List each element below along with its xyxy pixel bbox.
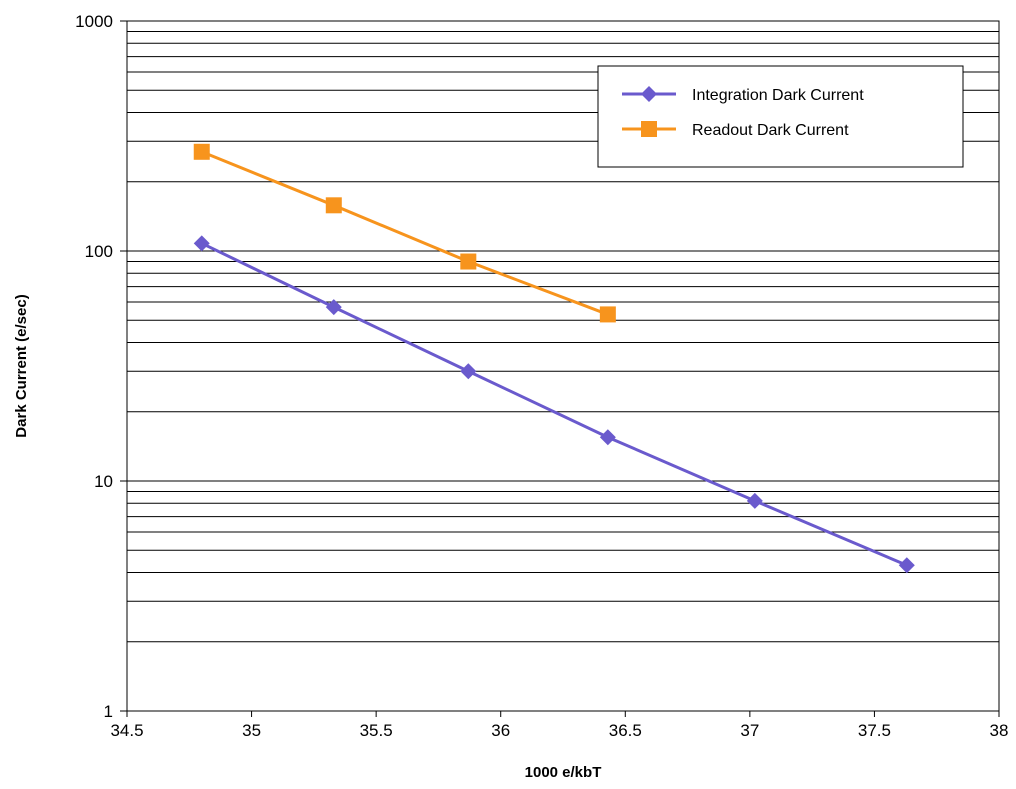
data-point <box>193 235 210 252</box>
y-tick-label: 10 <box>94 472 113 491</box>
y-tick-label: 1 <box>104 702 113 721</box>
series-line <box>201 241 908 567</box>
data-point <box>193 143 210 160</box>
x-tick-label: 34.5 <box>110 721 143 740</box>
legend-marker <box>641 121 657 137</box>
x-tick-label: 36.5 <box>609 721 642 740</box>
y-tick-label: 100 <box>85 242 113 261</box>
data-point <box>460 253 477 270</box>
axis-ticks: 34.5 35 35.5 36 36.5 37 37.5 38 1 10 100 1000 <box>75 12 1008 740</box>
x-tick-label: 38 <box>990 721 1009 740</box>
plot-area <box>126 20 1000 712</box>
legend-label: Readout Dark Current <box>692 122 849 139</box>
data-point <box>746 492 763 509</box>
legend-item: Integration Dark Current <box>622 86 864 104</box>
data-point <box>898 557 915 574</box>
y-axis-title: Dark Current (e/sec) <box>13 294 30 437</box>
x-tick-label: 37.5 <box>858 721 891 740</box>
x-tick-label: 37 <box>740 721 759 740</box>
legend-item: Readout Dark Current <box>622 121 849 139</box>
data-point <box>599 306 616 323</box>
data-point <box>460 363 477 380</box>
data-point <box>325 197 342 214</box>
legend-marker <box>641 86 657 102</box>
legend-box <box>597 65 964 168</box>
y-tick-label: 1000 <box>75 12 113 31</box>
data-point <box>599 429 616 446</box>
x-tick-label: 35 <box>242 721 261 740</box>
data-point <box>325 299 342 316</box>
x-tick-label: 36 <box>491 721 510 740</box>
x-axis-title: 1000 e/kbT <box>525 764 602 781</box>
series-group <box>193 143 915 574</box>
series-1 <box>193 143 616 323</box>
legend-label: Integration Dark Current <box>692 87 864 104</box>
series-0 <box>193 235 915 574</box>
series-line <box>201 150 609 316</box>
legend: Integration Dark Current Readout Dark Cur… <box>597 65 964 168</box>
x-tick-label: 35.5 <box>360 721 393 740</box>
